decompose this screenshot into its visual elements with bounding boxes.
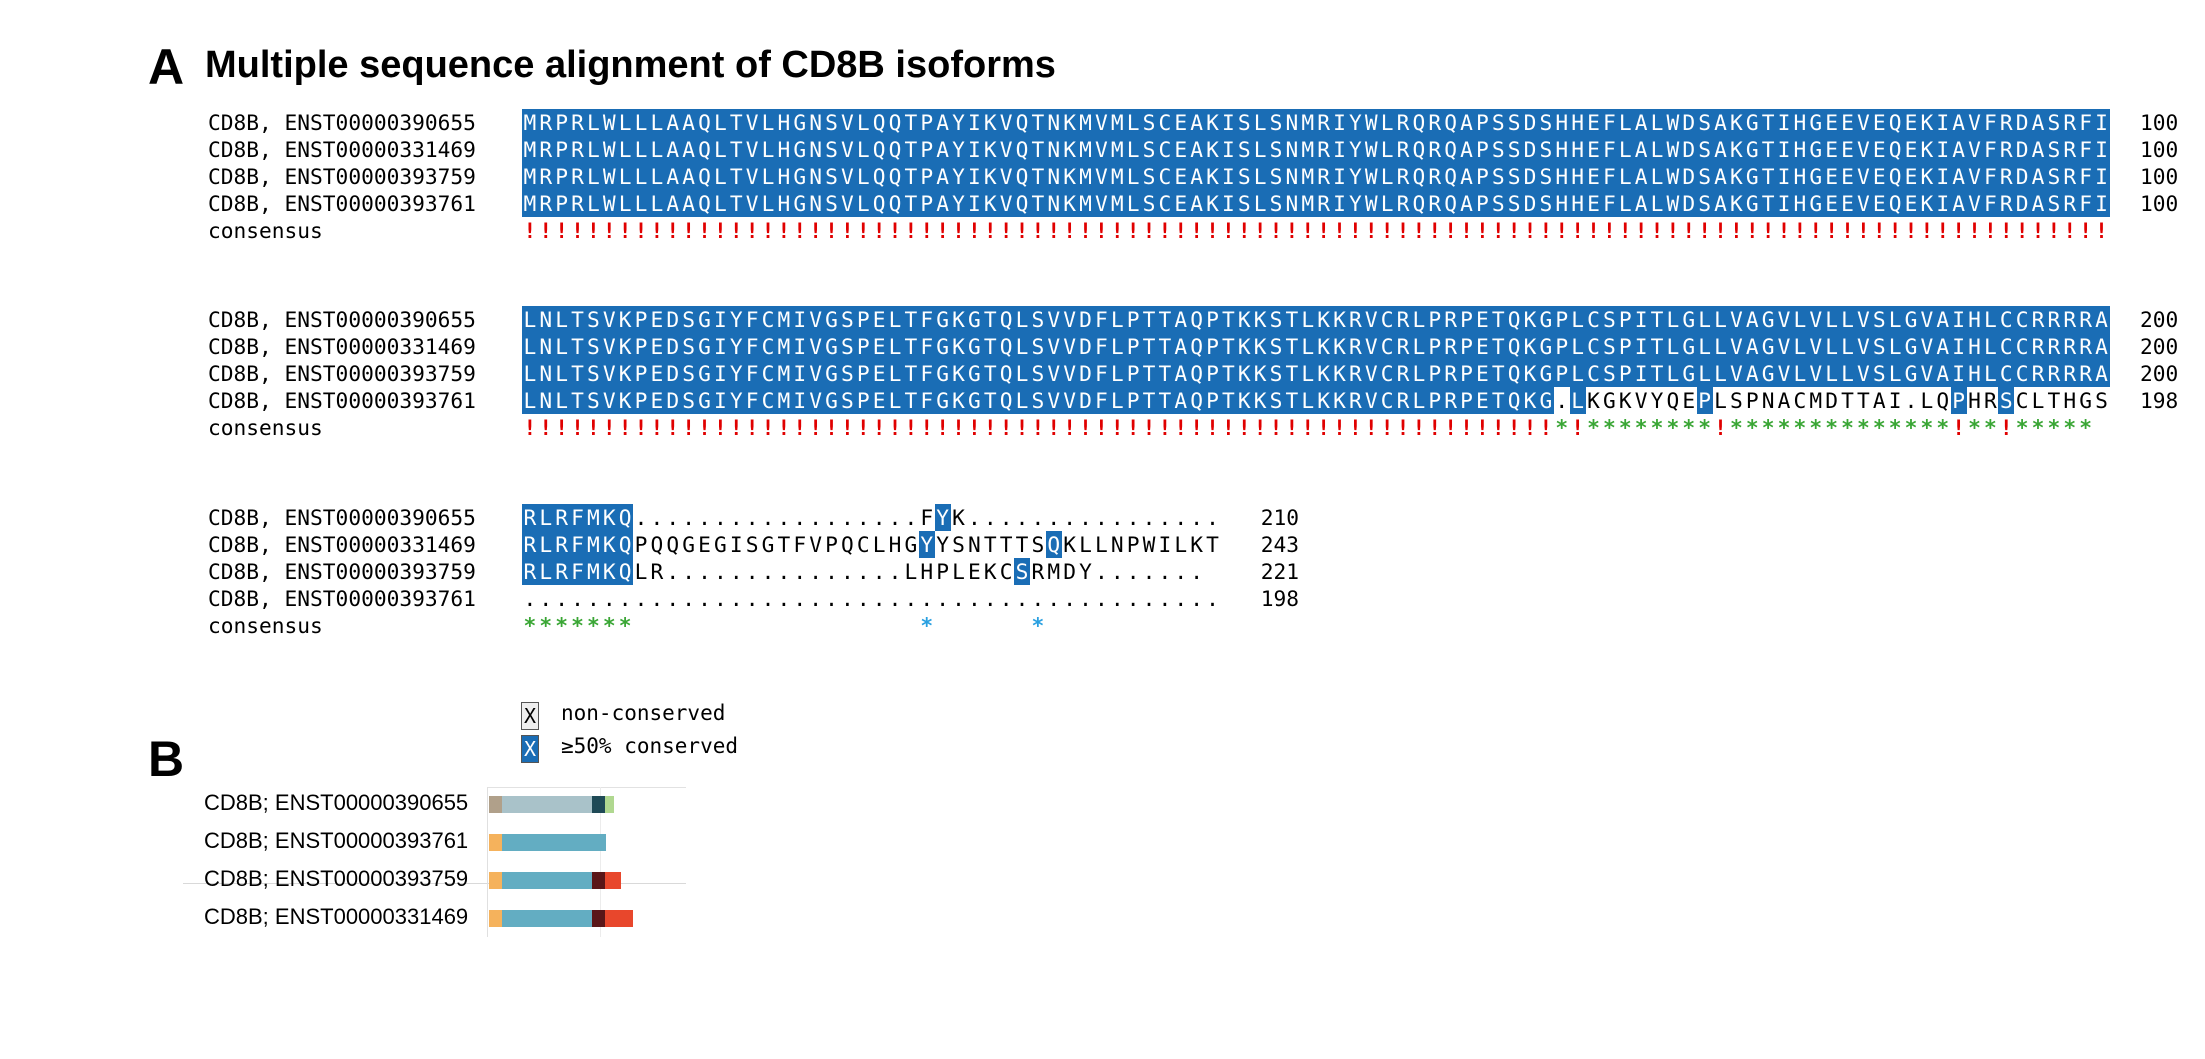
sequence-label: CD8B, ENST00000393761 (208, 586, 476, 611)
panel-a-letter: A (148, 39, 185, 95)
isoform-segment (489, 872, 502, 889)
panel-b-letter: B (148, 731, 185, 787)
isoform-segment (489, 796, 502, 813)
consensus-label: consensus (208, 415, 323, 440)
sequence-position: 198 (2140, 388, 2179, 413)
panel-b-axis (487, 787, 488, 937)
sequence-position: 100 (2140, 137, 2179, 162)
legend-box-conserved: X (521, 735, 539, 763)
sequence-label: CD8B, ENST00000331469 (208, 137, 476, 162)
isoform-segment (592, 796, 606, 813)
legend-label-non-conserved: non-conserved (561, 701, 726, 725)
isoform-segment (489, 910, 502, 927)
isoform-segment (501, 910, 593, 927)
panel-b-gridline-mid (183, 883, 686, 884)
sequence-position: 100 (2140, 191, 2179, 216)
sequence-label: CD8B, ENST00000393759 (208, 361, 476, 386)
sequence-label: CD8B, ENST00000393761 (208, 191, 476, 216)
sequence-position: 210 (1260, 505, 1299, 530)
isoform-segment (605, 910, 634, 927)
isoform-label: CD8B; ENST00000390655 (204, 790, 469, 815)
sequence-position: 100 (2140, 164, 2179, 189)
sequence-label: CD8B, ENST00000390655 (208, 110, 476, 135)
sequence-position: 243 (1260, 532, 1299, 557)
panel-b-gridline-top (488, 787, 686, 788)
sequence-position: 200 (2140, 361, 2179, 386)
isoform-segment (605, 796, 615, 813)
isoform-label: CD8B; ENST00000331469 (204, 904, 469, 929)
consensus-sequence: !!!!!!!!!!!!!!!!!!!!!!!!!!!!!!!!!!!!!!!!… (523, 415, 2093, 440)
isoform-segment (592, 910, 606, 927)
isoform-segment (592, 872, 606, 889)
isoform-segment (489, 834, 502, 851)
isoform-label: CD8B; ENST00000393759 (204, 866, 469, 891)
panel-a-title: Multiple sequence alignment of CD8B isof… (205, 44, 1056, 86)
legend-box-non-conserved: X (521, 702, 539, 730)
sequence-position: 200 (2140, 334, 2179, 359)
consensus-label: consensus (208, 218, 323, 243)
sequence-label: CD8B, ENST00000393759 (208, 559, 476, 584)
isoform-segment (501, 872, 593, 889)
sequence-position: 200 (2140, 307, 2179, 332)
consensus-sequence: !!!!!!!!!!!!!!!!!!!!!!!!!!!!!!!!!!!!!!!!… (523, 218, 2108, 243)
aligned-sequence: ........................................… (523, 586, 1219, 611)
sequence-position: 100 (2140, 110, 2179, 135)
sequence-label: CD8B, ENST00000331469 (208, 334, 476, 359)
isoform-segment (605, 872, 621, 889)
isoform-label: CD8B; ENST00000393761 (204, 828, 469, 853)
sequence-label: CD8B, ENST00000390655 (208, 505, 476, 530)
sequence-position: 221 (1260, 559, 1299, 584)
panel-b-gridline-v2 (600, 787, 601, 937)
consensus-label: consensus (208, 613, 323, 638)
legend-label-conserved: ≥50% conserved (561, 734, 739, 758)
isoform-segment (501, 796, 593, 813)
consensus-sequence: * * * * * * * * * (523, 613, 1045, 638)
sequence-label: CD8B, ENST00000331469 (208, 532, 476, 557)
sequence-position: 198 (1260, 586, 1299, 611)
sequence-label: CD8B, ENST00000393759 (208, 164, 476, 189)
sequence-label: CD8B, ENST00000390655 (208, 307, 476, 332)
isoform-segment (501, 834, 607, 851)
sequence-label: CD8B, ENST00000393761 (208, 388, 476, 413)
